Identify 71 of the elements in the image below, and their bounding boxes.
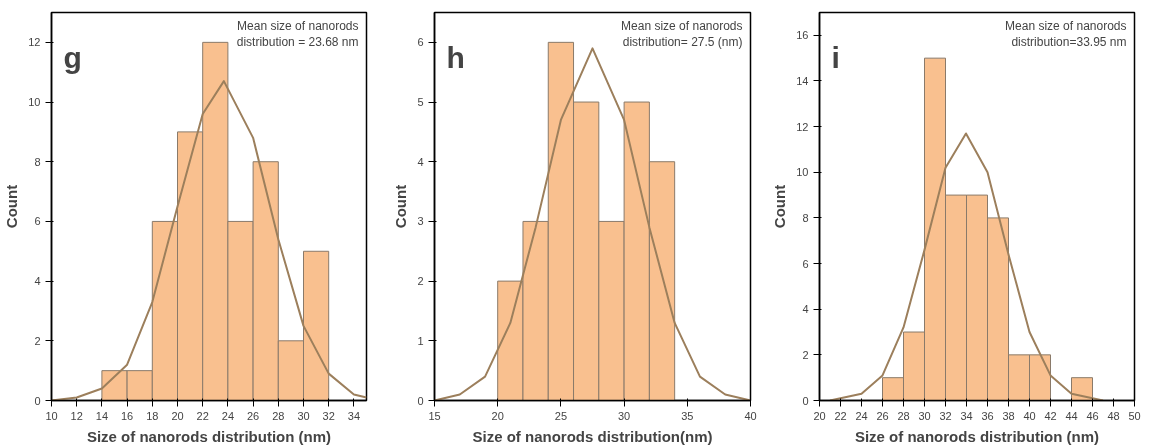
x-tick-label: 14: [95, 409, 109, 422]
x-tick-label: 40: [1023, 409, 1036, 422]
x-axis-title: Size of nanorods distribution (nm): [854, 427, 1100, 445]
x-tick-label: 35: [681, 409, 694, 422]
y-tick-label: 4: [34, 275, 41, 288]
y-axis-title: Count: [771, 184, 789, 229]
x-tick-label: 42: [1044, 409, 1057, 422]
annotation: i: [831, 40, 840, 74]
x-tick-label: 26: [876, 409, 889, 422]
x-tick-label: 25: [554, 409, 568, 422]
x-tick-label: 15: [428, 409, 441, 422]
x-tick-label: 26: [246, 409, 260, 422]
x-tick-label: 22: [834, 409, 847, 422]
x-tick-label: 32: [939, 409, 952, 422]
x-tick-label: 44: [1065, 409, 1078, 422]
y-tick-label: 3: [417, 215, 424, 228]
annotation: h: [446, 40, 465, 74]
y-tick-label: 2: [417, 275, 424, 288]
x-tick-label: 34: [347, 409, 361, 422]
x-tick-label: 12: [70, 409, 83, 422]
x-axis-title: Size of nanorods distribution(nm): [472, 427, 713, 445]
x-tick-label: 18: [146, 409, 159, 422]
y-tick-label: 2: [34, 334, 41, 347]
y-tick-label: 5: [417, 96, 424, 109]
y-tick-label: 8: [34, 155, 41, 168]
y-tick-label: 6: [802, 257, 809, 270]
x-axis-title: Size of nanorods distribution (nm): [86, 427, 332, 445]
y-tick-label: 6: [417, 36, 424, 49]
x-tick-label: 32: [322, 409, 335, 422]
y-axis-title: Count: [392, 184, 410, 229]
x-tick-label: 28: [272, 409, 285, 422]
annotation: Mean size of nanorods distribution=33.95 nm: [1005, 18, 1127, 50]
x-tick-label: 38: [1002, 409, 1015, 422]
x-tick-label: 10: [45, 409, 58, 422]
x-tick-label: 40: [744, 409, 757, 422]
y-tick-label: 12: [796, 120, 809, 133]
x-tick-label: 34: [960, 409, 973, 422]
y-tick-label: 0: [34, 394, 41, 407]
y-tick-label: 12: [28, 36, 41, 49]
line-series: [829, 132, 1104, 401]
y-tick-label: 10: [796, 166, 809, 179]
x-tick-label: 30: [297, 409, 310, 422]
y-tick-label: 14: [796, 74, 809, 87]
x-tick-label: 20: [171, 409, 184, 422]
y-tick-label: 4: [802, 303, 809, 316]
y-tick-label: 2: [802, 348, 809, 361]
x-tick-label: 20: [813, 409, 826, 422]
annotation: Mean size of nanorods distribution= 27.5 (nm): [621, 18, 743, 50]
x-tick-label: 30: [617, 409, 631, 422]
x-tick-label: 48: [1107, 409, 1120, 422]
y-tick-label: 8: [802, 211, 809, 224]
x-tick-label: 22: [196, 409, 209, 422]
y-tick-label: 16: [796, 29, 809, 42]
y-tick-label: 0: [417, 394, 424, 407]
x-tick-label: 24: [221, 409, 235, 422]
x-tick-label: 50: [1128, 409, 1141, 422]
annotation: g: [63, 40, 82, 74]
x-tick-label: 24: [855, 409, 868, 422]
x-tick-label: 20: [491, 409, 504, 422]
x-tick-label: 36: [981, 409, 994, 422]
y-tick-label: 4: [417, 155, 424, 168]
y-axis-title: Count: [3, 184, 21, 229]
x-tick-label: 16: [120, 409, 134, 422]
y-tick-label: 6: [34, 215, 41, 228]
x-tick-label: 30: [918, 409, 931, 422]
x-tick-label: 28: [897, 409, 910, 422]
y-tick-label: 10: [28, 96, 41, 109]
annotation: Mean size of nanorods distribution = 23.68 nm: [236, 18, 359, 50]
y-tick-label: 0: [802, 394, 809, 407]
x-tick-label: 46: [1086, 409, 1099, 422]
y-tick-label: 1: [417, 334, 424, 347]
